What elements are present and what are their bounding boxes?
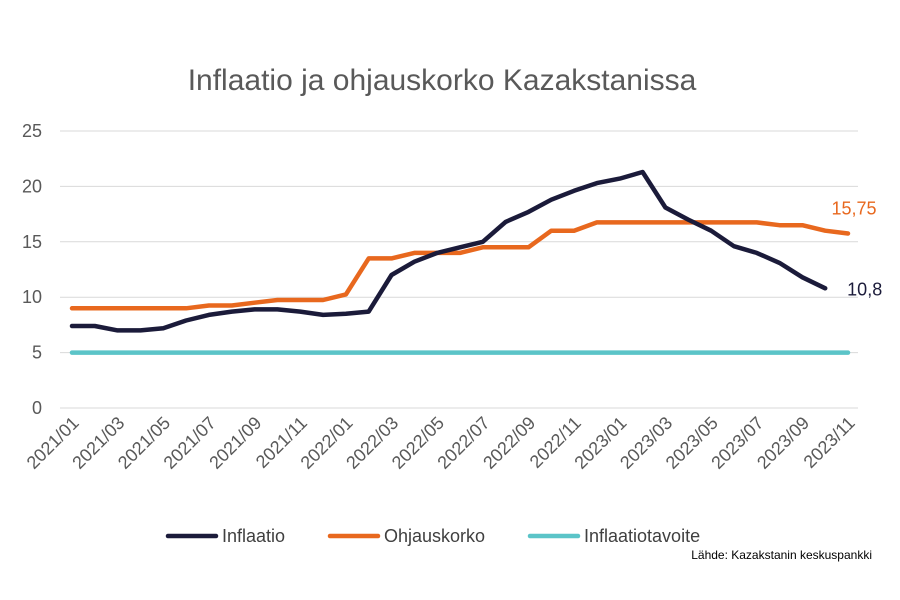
x-axis-ticks: 2021/012021/032021/052021/072021/092021/…: [23, 413, 859, 473]
series-lines: [69, 169, 851, 355]
y-tick-label: 0: [32, 398, 42, 418]
source-note: Lähde: Kazakstanin keskuspankki: [691, 548, 872, 562]
legend-label: Inflaatio: [222, 526, 285, 546]
y-tick-label: 25: [22, 121, 42, 141]
policy-rate-end-label: 15,75: [831, 198, 876, 218]
end-labels: 10,8 15,75: [831, 198, 882, 299]
chart-title: Inflaatio ja ohjauskorko Kazakstanissa: [188, 64, 697, 97]
x-tick-label: 2023/11: [800, 413, 859, 472]
legend-label: Inflaatiotavoite: [584, 526, 700, 546]
series-line-inflaatio: [69, 169, 828, 333]
series-line-ohjauskorko: [69, 220, 851, 311]
y-tick-label: 10: [22, 287, 42, 307]
y-tick-label: 20: [22, 176, 42, 196]
y-tick-label: 5: [32, 343, 42, 363]
y-axis-ticks: 0 5 10 15 20 25: [22, 121, 42, 418]
y-tick-label: 15: [22, 232, 42, 252]
legend-label: Ohjauskorko: [384, 526, 485, 546]
inflation-end-label: 10,8: [847, 279, 882, 299]
legend: Inflaatio Ohjauskorko Inflaatiotavoite: [165, 526, 700, 546]
gridlines: [60, 130, 858, 409]
